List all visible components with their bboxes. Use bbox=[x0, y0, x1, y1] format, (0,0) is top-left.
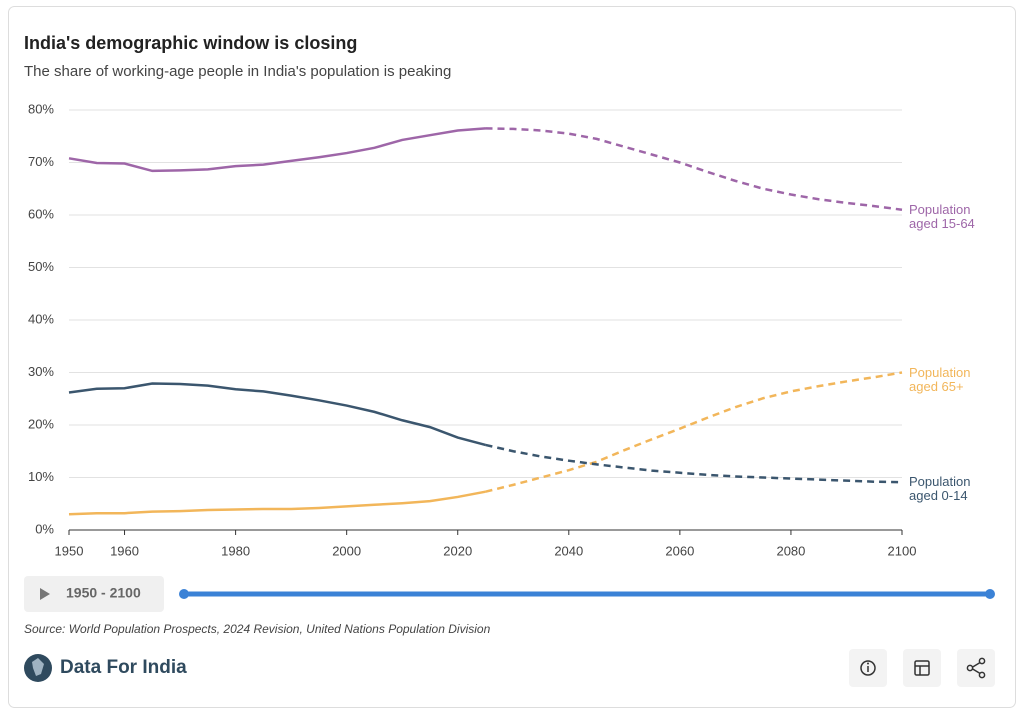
y-tick-label: 40% bbox=[28, 311, 54, 326]
series-line bbox=[68, 127, 486, 173]
share-button[interactable] bbox=[957, 649, 995, 687]
chart-title: India's demographic window is closing bbox=[24, 33, 357, 53]
series-label: Population aged 0-14 bbox=[909, 474, 971, 504]
logo-shape bbox=[32, 658, 44, 676]
range-handle[interactable] bbox=[179, 589, 189, 599]
y-tick-label: 60% bbox=[28, 206, 54, 221]
projection-line bbox=[485, 371, 903, 493]
projection-line bbox=[485, 443, 903, 484]
chart-subtitle: The share of working-age people in India… bbox=[24, 63, 451, 80]
info-button[interactable] bbox=[849, 649, 887, 687]
card bbox=[8, 6, 1016, 708]
y-tick-label: 20% bbox=[28, 416, 54, 431]
y-tick-label: 30% bbox=[28, 364, 54, 379]
play-button[interactable] bbox=[24, 576, 164, 612]
range-handle[interactable] bbox=[985, 589, 995, 599]
x-tick-label: 2080 bbox=[776, 543, 805, 558]
x-tick-label: 2000 bbox=[332, 543, 361, 558]
x-tick-label: 1980 bbox=[221, 543, 250, 558]
brand: Data For India bbox=[60, 657, 187, 678]
series-label: Population aged 65+ bbox=[909, 364, 971, 394]
series-line bbox=[68, 382, 486, 447]
y-tick-label: 0% bbox=[35, 521, 54, 536]
x-tick-label: 1950 bbox=[55, 543, 84, 558]
play-icon bbox=[40, 588, 50, 600]
y-tick-label: 80% bbox=[28, 101, 54, 116]
table-button[interactable] bbox=[903, 649, 941, 687]
range-label: 1950 - 2100 bbox=[66, 585, 141, 601]
plot: 0% 10% 20% 30% 40% 50% 60% 70% 80% 1950 1960 1980 20… bbox=[28, 101, 916, 558]
y-tick-label: 10% bbox=[28, 469, 54, 484]
x-tick-label: 2060 bbox=[665, 543, 694, 558]
series-label: Population aged 15-64 bbox=[909, 201, 975, 231]
x-tick-label: 1960 bbox=[110, 543, 139, 558]
y-tick-label: 50% bbox=[28, 259, 54, 274]
source: Source: World Population Prospects, 2024… bbox=[24, 622, 491, 636]
x-tick-label: 2020 bbox=[443, 543, 472, 558]
x-tick-label: 2100 bbox=[888, 543, 917, 558]
y-tick-label: 70% bbox=[28, 154, 54, 169]
range-control[interactable]: 1950 - 2100 bbox=[24, 576, 995, 612]
series-line bbox=[68, 490, 486, 516]
x-tick-label: 2040 bbox=[554, 543, 583, 558]
